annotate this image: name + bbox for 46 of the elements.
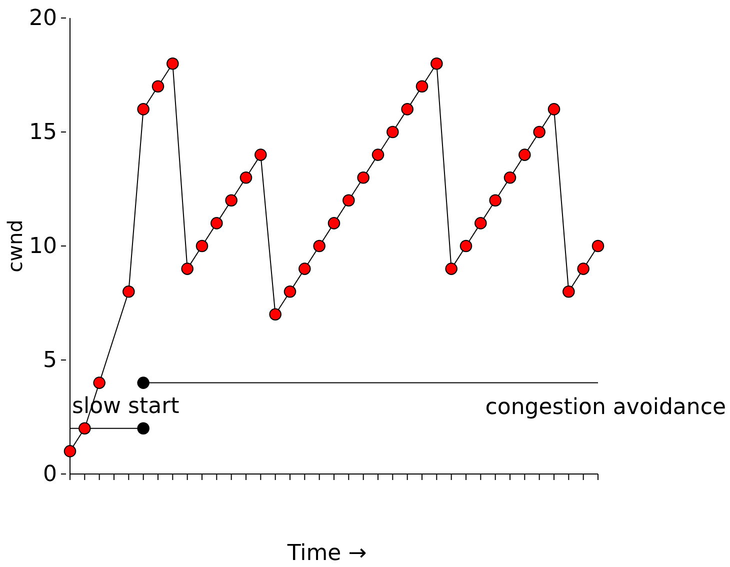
point	[313, 240, 326, 252]
point	[548, 103, 560, 116]
point	[122, 285, 135, 298]
point	[166, 57, 179, 70]
point	[489, 194, 502, 207]
point	[562, 285, 575, 298]
point	[64, 445, 76, 458]
point	[504, 171, 516, 184]
point	[93, 376, 106, 389]
point	[78, 422, 91, 435]
point	[386, 126, 399, 138]
point	[137, 103, 150, 116]
point	[372, 148, 384, 161]
point	[328, 217, 340, 230]
point	[137, 422, 150, 435]
annotation: congestion avoidance	[485, 395, 726, 420]
point	[298, 262, 311, 275]
point	[533, 126, 546, 138]
point	[577, 262, 590, 275]
point	[474, 217, 487, 230]
point	[196, 240, 208, 252]
point	[269, 308, 282, 321]
point	[416, 80, 428, 93]
point	[518, 148, 531, 161]
point	[225, 194, 238, 207]
point	[401, 103, 414, 116]
y-tick-label: 5	[43, 348, 57, 374]
point	[592, 240, 604, 252]
point	[254, 148, 267, 161]
point	[430, 57, 443, 70]
point	[181, 262, 194, 275]
point	[210, 217, 223, 230]
y-tick-label: 20	[29, 6, 57, 32]
x-axis-title: Time →	[286, 541, 367, 566]
point	[445, 262, 458, 275]
point	[357, 171, 370, 184]
point	[460, 240, 472, 252]
point	[137, 376, 150, 389]
y-tick-label: 15	[29, 120, 57, 146]
point	[342, 194, 355, 207]
point	[152, 80, 164, 93]
y-axis-title: cwnd	[3, 220, 27, 272]
point	[240, 171, 252, 184]
y-tick-label: 10	[29, 234, 57, 260]
y-tick-label: 0	[43, 462, 57, 488]
point	[284, 285, 296, 298]
